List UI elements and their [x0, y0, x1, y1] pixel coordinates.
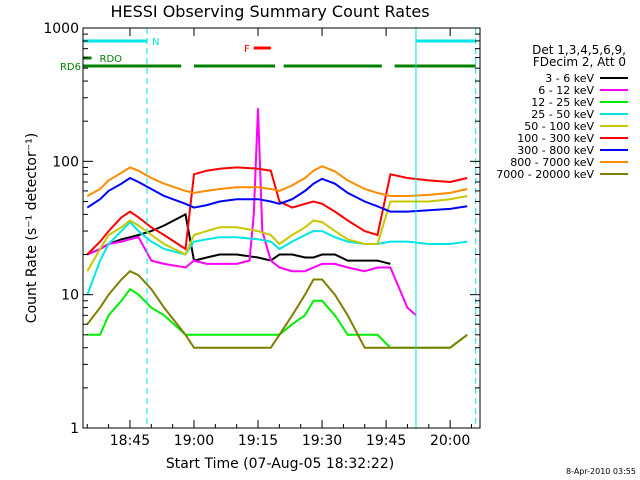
generated-timestamp: 8-Apr-2010 03:55	[566, 467, 636, 476]
plot-area: N RDO RD6 F	[60, 28, 477, 428]
y-axis-label: Count Rate (s⁻¹ detector⁻¹)	[24, 133, 40, 323]
state-bar-label: F	[244, 44, 250, 55]
x-tick-label: 19:15	[238, 433, 278, 449]
x-tick-label: 19:30	[302, 433, 342, 449]
legend-entry-label: 7000 - 20000 keV	[496, 168, 594, 181]
legend-entry-label: 3 - 6 keV	[545, 72, 594, 85]
legend-header-line-1: Det 1,3,4,5,6,9,	[532, 43, 626, 57]
x-tick-label: 20:00	[430, 433, 470, 449]
x-tick-label: 18:45	[110, 433, 150, 449]
series-line	[86, 195, 468, 272]
legend-entry-label: 6 - 12 keV	[538, 84, 594, 97]
series-line	[86, 212, 391, 265]
y-tick-label: 1	[70, 421, 79, 437]
legend-entry-label: 800 - 7000 keV	[510, 156, 594, 169]
x-tick-label: 19:45	[366, 433, 406, 449]
legend-entry-label: 100 - 300 keV	[517, 132, 594, 145]
legend: Det 1,3,4,5,6,9, FDecim 2, Att 0 3 - 6 k…	[496, 43, 628, 181]
series-line	[86, 270, 468, 349]
legend-entry-label: 50 - 100 keV	[524, 120, 594, 133]
y-tick-label: 10	[61, 288, 79, 304]
series-line	[86, 176, 468, 213]
y-axis: 1 10 100 1000	[43, 21, 480, 437]
state-bar-label: N	[152, 37, 159, 48]
legend-header-line-2: FDecim 2, Att 0	[533, 55, 626, 69]
series-line	[86, 166, 468, 256]
plot-frame	[82, 27, 481, 429]
series-line	[86, 108, 417, 317]
series-line	[86, 220, 468, 296]
series-line	[87, 287, 468, 349]
legend-entry-label: 25 - 50 keV	[531, 108, 594, 121]
state-bar-label: RD6	[60, 62, 81, 73]
y-tick-label: 1000	[43, 21, 79, 37]
chart-title: HESSI Observing Summary Count Rates	[110, 2, 429, 21]
series-line	[86, 165, 468, 197]
legend-entry-label: 12 - 25 keV	[531, 96, 594, 109]
x-axis-label: Start Time (07-Aug-05 18:32:22)	[166, 456, 394, 472]
state-bar-label: RDO	[100, 54, 123, 65]
legend-entry-label: 300 - 800 keV	[517, 144, 594, 157]
x-tick-label: 19:00	[174, 433, 214, 449]
y-tick-label: 100	[52, 154, 79, 170]
x-axis: 18:45 19:00 19:15 19:30 19:45 20:00	[86, 28, 472, 449]
